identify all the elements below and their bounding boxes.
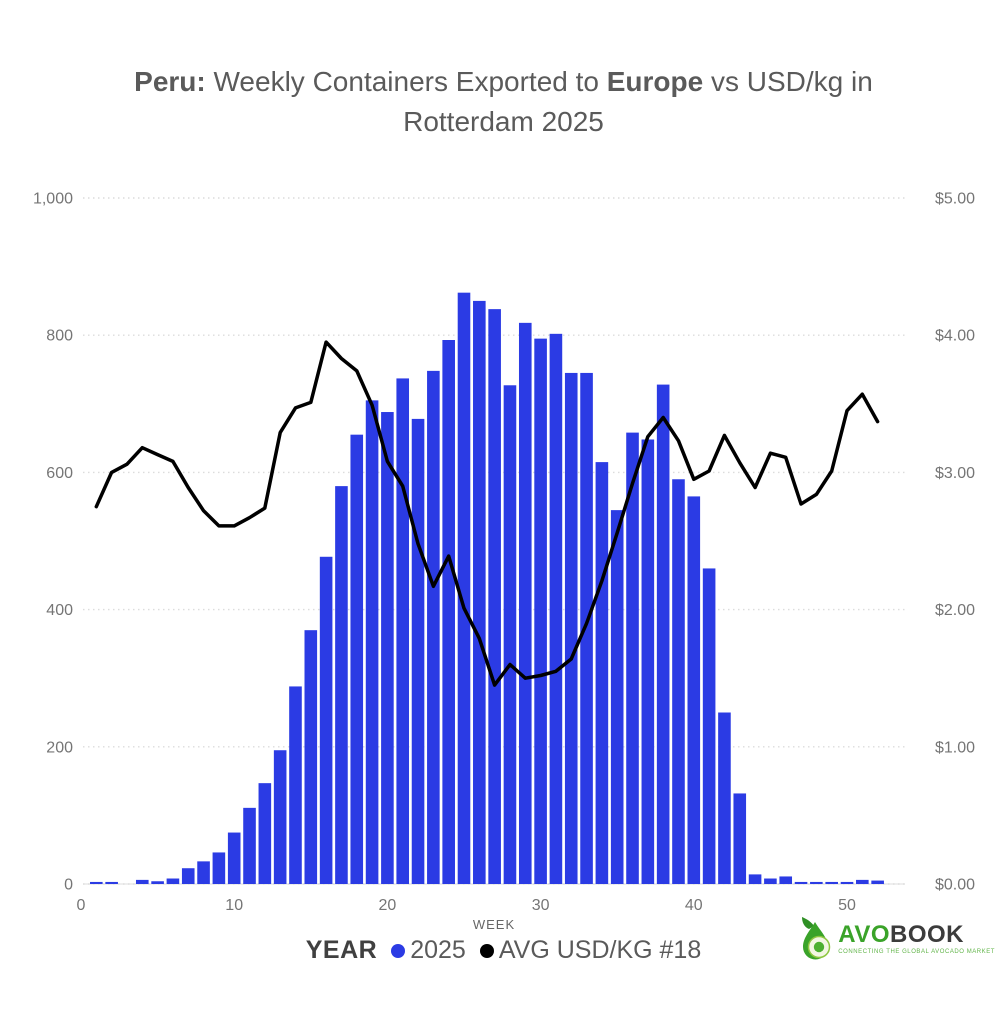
y-axis-tick-right: $3.00 <box>935 465 975 482</box>
bar-week-21[interactable] <box>396 378 410 884</box>
bar-series-dot-icon <box>391 943 406 958</box>
legend-item-avg-usd-kg[interactable]: AVG USD/KG #18 <box>479 936 702 965</box>
logo-book-text: BOOK <box>890 921 965 948</box>
bar-week-40[interactable] <box>687 496 701 884</box>
bar-week-38[interactable] <box>656 384 670 884</box>
bar-week-25[interactable] <box>457 292 471 885</box>
line-series-dot-icon <box>479 943 494 958</box>
legend-item-2025[interactable]: 2025 <box>391 936 466 965</box>
x-axis-tick: 20 <box>379 897 397 914</box>
bar-week-2[interactable] <box>105 881 118 884</box>
bar-week-45[interactable] <box>764 878 777 884</box>
y-axis-tick-left: 600 <box>46 465 73 482</box>
chart-title-bold-peru: Peru: <box>134 66 206 97</box>
chart-title-text-1: Weekly Containers Exported to <box>205 66 607 97</box>
bar-week-24[interactable] <box>442 340 455 884</box>
bar-week-33[interactable] <box>580 372 593 884</box>
y-axis-tick-right: $1.00 <box>935 739 975 756</box>
bar-week-42[interactable] <box>718 712 731 885</box>
bar-week-1[interactable] <box>90 881 103 884</box>
bar-week-35[interactable] <box>610 510 624 884</box>
x-axis-tick: 10 <box>225 897 243 914</box>
bar-week-18[interactable] <box>350 434 364 884</box>
y-axis-tick-left: 400 <box>46 602 73 619</box>
bar-week-27[interactable] <box>488 309 501 885</box>
chart-title-text-2: vs USD/kg in Rotterdam 2025 <box>403 66 873 137</box>
bar-week-34[interactable] <box>595 462 609 884</box>
bar-week-4[interactable] <box>135 879 149 884</box>
x-axis-title: WEEK <box>473 917 515 932</box>
bar-week-5[interactable] <box>151 881 164 884</box>
bar-week-52[interactable] <box>871 880 884 884</box>
avobook-logo: AVOBOOK CONNECTING THE GLOBAL AVOCADO MA… <box>800 916 995 962</box>
bar-week-6[interactable] <box>166 878 180 884</box>
bar-week-32[interactable] <box>564 372 578 884</box>
chart-title-bold-europe: Europe <box>606 66 704 97</box>
bar-week-19[interactable] <box>365 400 379 884</box>
y-axis-tick-right: $5.00 <box>935 191 975 208</box>
legend: YEAR 2025 AVG USD/KG #18 <box>0 936 1007 965</box>
y-axis-tick-left: 800 <box>46 328 73 345</box>
bar-week-23[interactable] <box>427 370 440 884</box>
bar-week-30[interactable] <box>534 338 547 884</box>
y-axis-tick-left: 0 <box>64 877 73 894</box>
legend-item-label: 2025 <box>410 936 466 964</box>
bar-week-29[interactable] <box>518 322 532 884</box>
price-line <box>94 340 880 687</box>
y-axis-tick-left: 1,000 <box>33 191 73 208</box>
y-axis-tick-right: $0.00 <box>935 877 975 894</box>
bar-week-26[interactable] <box>473 300 486 884</box>
legend-item-label: AVG USD/KG #18 <box>498 936 702 964</box>
bar-week-51[interactable] <box>856 879 869 884</box>
bar-week-43[interactable] <box>733 793 747 884</box>
bar-week-47[interactable] <box>794 881 808 884</box>
bar-week-13[interactable] <box>273 750 287 884</box>
y-axis-tick-left: 200 <box>46 739 73 756</box>
bar-week-11[interactable] <box>243 807 256 884</box>
bar-week-31[interactable] <box>549 333 563 884</box>
x-axis-tick: 50 <box>838 897 856 914</box>
bar-week-15[interactable] <box>304 630 318 884</box>
y-axis-tick-right: $4.00 <box>935 328 975 345</box>
y-axis-tick-right: $2.00 <box>935 602 975 619</box>
bar-week-39[interactable] <box>672 479 685 884</box>
bar-week-22[interactable] <box>411 418 425 884</box>
bar-week-50[interactable] <box>840 881 854 884</box>
logo-wordmark: AVOBOOK <box>838 922 964 948</box>
bar-week-14[interactable] <box>289 686 302 884</box>
x-axis-tick: 40 <box>685 897 703 914</box>
bar-week-49[interactable] <box>825 881 838 884</box>
bar-week-41[interactable] <box>702 568 716 884</box>
bar-week-37[interactable] <box>641 439 655 884</box>
bar-week-10[interactable] <box>227 832 241 884</box>
bar-week-48[interactable] <box>810 881 823 884</box>
logo-tagline: CONNECTING THE GLOBAL AVOCADO MARKET <box>838 949 995 955</box>
avocado-icon <box>802 917 831 960</box>
chart-title: Peru: Weekly Containers Exported to Euro… <box>84 62 924 142</box>
x-axis-tick: 30 <box>532 897 550 914</box>
bar-week-9[interactable] <box>212 852 226 884</box>
bar-week-46[interactable] <box>779 876 793 884</box>
bar-week-8[interactable] <box>197 861 210 884</box>
bar-week-20[interactable] <box>381 412 394 884</box>
legend-title: YEAR <box>305 936 378 964</box>
bar-week-28[interactable] <box>503 385 517 884</box>
bar-week-17[interactable] <box>335 486 348 884</box>
bar-week-16[interactable] <box>319 556 333 884</box>
bar-week-12[interactable] <box>258 783 272 884</box>
logo-avo-text: AVO <box>838 921 891 948</box>
bar-week-7[interactable] <box>181 868 195 884</box>
bar-week-44[interactable] <box>748 874 762 884</box>
x-axis-tick: 0 <box>77 897 86 914</box>
bar-week-36[interactable] <box>626 432 639 884</box>
